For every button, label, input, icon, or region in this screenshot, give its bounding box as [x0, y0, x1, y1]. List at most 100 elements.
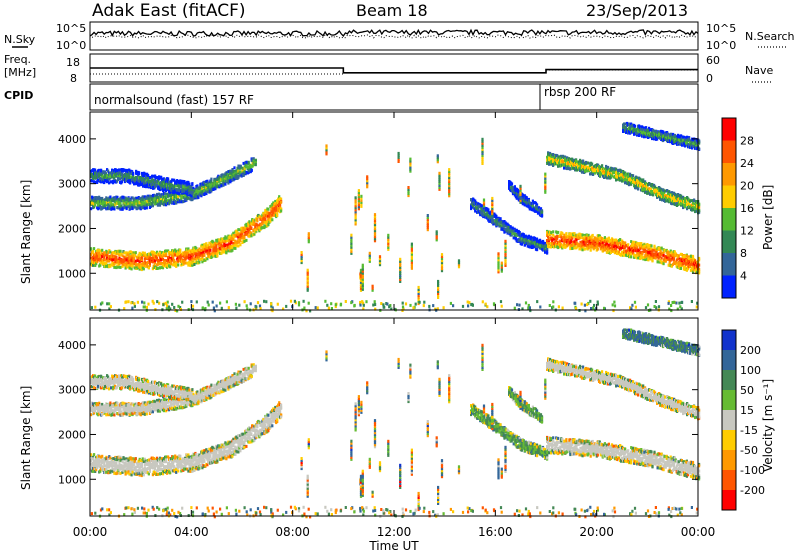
power-cell: [119, 201, 122, 205]
power-cell: [106, 253, 109, 257]
power-cell: [161, 266, 165, 270]
power-cell: [173, 197, 176, 201]
power-cell: [274, 199, 277, 203]
power-cell: [587, 161, 590, 165]
power-cell: [193, 263, 196, 266]
power-cell: [687, 257, 691, 261]
power-cell: [208, 250, 211, 254]
power-cell: [537, 242, 541, 246]
power-cell: [256, 219, 259, 223]
power-cell: [105, 264, 108, 268]
power-cell: [502, 225, 505, 229]
power-cell: [92, 263, 95, 267]
power-cell: [539, 207, 543, 211]
power-cell: [105, 261, 108, 265]
power-cell: [125, 251, 128, 255]
power-cell: [167, 259, 170, 263]
power-cell: [201, 260, 204, 264]
power-cell: [147, 197, 150, 201]
power-cell: [164, 178, 167, 182]
power-cell: [135, 263, 138, 267]
power-cell: [109, 250, 112, 254]
power-cell: [643, 244, 646, 248]
power-cell: [108, 198, 111, 202]
power-cell: [123, 251, 126, 255]
power-cell: [169, 200, 172, 204]
power-cell: [173, 178, 176, 182]
power-cell: [206, 190, 209, 194]
power-cell: [146, 265, 149, 269]
power-cell: [623, 249, 626, 253]
power-cell: [110, 263, 113, 267]
power-cell: [186, 261, 189, 265]
power-cell: [172, 192, 175, 196]
power-cell: [650, 244, 653, 248]
power-cell: [611, 174, 614, 178]
power-cell: [176, 188, 179, 192]
power-cell: [523, 243, 526, 247]
power-cell: [213, 244, 216, 248]
power-cell: [138, 256, 141, 260]
power-cell: [136, 198, 139, 202]
power-cell: [170, 186, 173, 190]
power-cell: [185, 190, 188, 193]
power-cell: [191, 263, 194, 267]
power-cell: [203, 245, 206, 249]
power-cell: [536, 245, 540, 249]
power-cell: [180, 185, 183, 188]
power-cell: [214, 252, 217, 255]
power-cell: [234, 171, 237, 175]
power-cell: [280, 197, 283, 201]
power-scatter: [90, 121, 701, 313]
power-cell: [99, 178, 102, 182]
power-cell: [184, 254, 187, 258]
power-cell: [204, 183, 207, 187]
noise-left-tick-top: 10^5: [56, 22, 86, 35]
power-cell: [98, 169, 101, 173]
power-cell: [249, 224, 252, 228]
power-cell: [678, 262, 681, 265]
power-cell: [151, 260, 154, 264]
power-cell: [200, 248, 203, 252]
power-cell: [129, 199, 132, 203]
power-cell: [138, 172, 141, 176]
power-cell: [592, 246, 595, 250]
power-cell: [199, 258, 202, 261]
power-cell: [94, 264, 97, 267]
power-cell: [91, 198, 94, 202]
power-cell: [110, 255, 113, 259]
power-cell: [495, 215, 498, 219]
power-cell: [563, 166, 566, 170]
power-cell: [641, 252, 644, 256]
power-cell: [551, 238, 554, 242]
power-cell: [135, 175, 138, 179]
power-cell: [203, 243, 206, 247]
power-cell: [117, 252, 120, 255]
power-cell: [231, 248, 234, 252]
power-cell: [152, 174, 155, 178]
power-cell: [206, 249, 209, 253]
power-cell: [95, 262, 98, 266]
power-cell: [206, 179, 209, 183]
power-cell: [177, 259, 180, 263]
power-cell: [601, 164, 604, 168]
power-cell: [243, 236, 246, 240]
power-cell: [97, 258, 100, 262]
power-cell: [101, 255, 104, 258]
power-cell: [186, 182, 189, 186]
power-cell: [612, 238, 616, 242]
power-cell: [180, 198, 183, 202]
power-cell: [672, 257, 675, 261]
power-cell: [162, 181, 165, 185]
power-cell: [179, 251, 182, 255]
power-cell: [108, 249, 111, 253]
power-cell: [108, 207, 111, 211]
power-cell: [278, 195, 281, 199]
power-cell: [124, 255, 127, 259]
power-cell: [509, 231, 512, 235]
power-cell: [163, 254, 166, 258]
power-cell: [518, 233, 521, 237]
power-cell: [596, 247, 599, 251]
power-cell: [109, 195, 112, 199]
